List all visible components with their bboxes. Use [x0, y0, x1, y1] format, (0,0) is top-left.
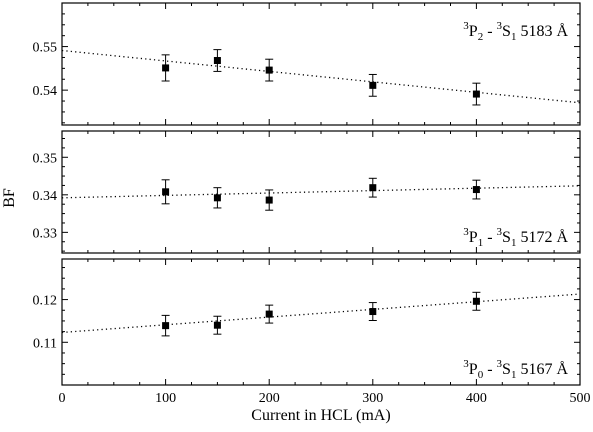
panel-label-part: - — [483, 361, 496, 378]
panel-1-frame — [61, 2, 581, 126]
y-tick-label: 0.11 — [33, 336, 57, 351]
y-tick-label: 0.55 — [33, 41, 58, 56]
y-tick-label: 0.34 — [33, 189, 58, 204]
panel-2-fit-line — [61, 185, 581, 199]
data-point — [472, 297, 480, 305]
panel-label-part: S — [502, 23, 511, 40]
panel-label-part: 1 — [478, 237, 484, 249]
data-point — [472, 186, 480, 194]
panel-label-part: - — [483, 229, 496, 246]
x-axis-title: Current in HCL (mA) — [251, 407, 390, 424]
x-tick-label: 500 — [570, 391, 591, 406]
panel-3-fit-line — [61, 293, 581, 334]
data-point — [265, 310, 273, 318]
panel-label-part: S — [502, 229, 511, 246]
panel-label-part: 2 — [478, 31, 484, 43]
panel-label-part: 3 — [497, 226, 503, 238]
panel-label-part: 1 — [511, 369, 517, 381]
panel-1-fit-line — [61, 49, 581, 104]
data-point — [369, 184, 377, 192]
data-point — [162, 64, 170, 72]
y-tick-label: 0.54 — [33, 84, 58, 99]
panel-label-part: 1 — [511, 237, 517, 249]
panel-label-part: - — [483, 23, 496, 40]
x-tick-label: 200 — [259, 391, 280, 406]
x-tick-label: 300 — [362, 391, 383, 406]
data-point — [265, 196, 273, 204]
panel-label-part: 1 — [511, 31, 517, 43]
y-tick-label: 0.33 — [33, 226, 58, 241]
x-tick-label: 0 — [59, 391, 66, 406]
panel-label-part: 3 — [497, 358, 503, 370]
data-point — [369, 81, 377, 89]
x-tick-label: 400 — [466, 391, 487, 406]
panel-label-part: P — [469, 361, 478, 378]
data-point — [162, 322, 170, 330]
panel-3-label: 3P0 - 3S1 5167 Å — [463, 358, 568, 381]
panel-label-part: 0 — [478, 369, 484, 381]
panel-2-label: 3P1 - 3S1 5172 Å — [463, 226, 568, 249]
data-point — [472, 90, 480, 98]
panel-label-part: 3 — [463, 20, 469, 32]
panel-label-part: P — [469, 229, 478, 246]
panel-label-part: 5172 Å — [516, 228, 568, 246]
data-point — [369, 308, 377, 316]
panel-label-part: S — [502, 361, 511, 378]
panel-label-part: 5183 Å — [516, 22, 568, 40]
data-point — [162, 188, 170, 196]
y-tick-label: 0.35 — [33, 151, 58, 166]
data-point — [213, 57, 221, 65]
data-point — [213, 194, 221, 202]
x-tick-label: 100 — [155, 391, 176, 406]
panel-label-part: 3 — [497, 20, 503, 32]
panel-label-part: 3 — [463, 226, 469, 238]
panel-label-part: 3 — [463, 358, 469, 370]
panel-1-label: 3P2 - 3S1 5183 Å — [463, 20, 568, 43]
panel-label-part: P — [469, 23, 478, 40]
data-point — [265, 66, 273, 74]
panel-label-part: 5167 Å — [516, 360, 568, 378]
y-tick-label: 0.12 — [33, 294, 58, 309]
y-axis-title: BF — [1, 188, 18, 208]
data-point — [213, 321, 221, 329]
